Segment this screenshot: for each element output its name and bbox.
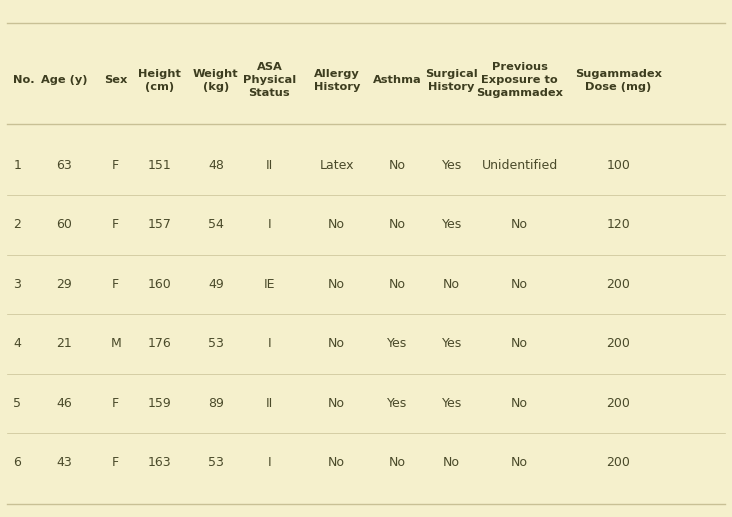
Text: Height
(cm): Height (cm): [138, 69, 181, 92]
Text: Yes: Yes: [441, 159, 462, 172]
Text: 4: 4: [13, 337, 21, 351]
Text: Surgical
History: Surgical History: [425, 69, 478, 92]
Text: No: No: [389, 218, 406, 232]
Text: II: II: [266, 159, 273, 172]
Text: F: F: [112, 278, 119, 291]
Text: Previous
Exposure to
Sugammadex: Previous Exposure to Sugammadex: [477, 63, 563, 98]
Text: 100: 100: [607, 159, 630, 172]
Text: 2: 2: [13, 218, 21, 232]
Text: F: F: [112, 218, 119, 232]
Text: 160: 160: [148, 278, 171, 291]
Text: II: II: [266, 397, 273, 410]
Text: No: No: [389, 159, 406, 172]
Text: 63: 63: [56, 159, 72, 172]
Text: 163: 163: [148, 456, 171, 469]
Text: Age (y): Age (y): [41, 75, 88, 85]
Text: 200: 200: [607, 456, 630, 469]
Text: 89: 89: [208, 397, 224, 410]
Text: No: No: [511, 337, 529, 351]
Text: ASA
Physical
Status: ASA Physical Status: [243, 63, 296, 98]
Text: 49: 49: [208, 278, 224, 291]
Text: 200: 200: [607, 337, 630, 351]
Text: 200: 200: [607, 278, 630, 291]
Text: No: No: [389, 456, 406, 469]
Text: Allergy
History: Allergy History: [313, 69, 360, 92]
Text: No: No: [443, 278, 460, 291]
Text: 43: 43: [56, 456, 72, 469]
Text: No: No: [443, 456, 460, 469]
Text: Latex: Latex: [319, 159, 354, 172]
Text: No: No: [389, 278, 406, 291]
Text: Yes: Yes: [441, 337, 462, 351]
Text: IE: IE: [264, 278, 275, 291]
Text: Yes: Yes: [441, 397, 462, 410]
Text: 48: 48: [208, 159, 224, 172]
Text: 29: 29: [56, 278, 72, 291]
Text: No: No: [328, 397, 346, 410]
Text: I: I: [268, 337, 271, 351]
Text: F: F: [112, 456, 119, 469]
Text: 53: 53: [208, 337, 224, 351]
Text: No: No: [511, 456, 529, 469]
Text: 157: 157: [148, 218, 171, 232]
Text: 46: 46: [56, 397, 72, 410]
Text: 3: 3: [13, 278, 21, 291]
Text: Asthma: Asthma: [373, 75, 422, 85]
Text: No: No: [328, 218, 346, 232]
Text: No: No: [328, 456, 346, 469]
Text: No: No: [511, 397, 529, 410]
Text: F: F: [112, 159, 119, 172]
Text: 21: 21: [56, 337, 72, 351]
Text: 159: 159: [148, 397, 171, 410]
Text: I: I: [268, 456, 271, 469]
Text: 151: 151: [148, 159, 171, 172]
Text: Yes: Yes: [387, 337, 408, 351]
Text: No: No: [511, 218, 529, 232]
Text: No: No: [328, 278, 346, 291]
Text: No.: No.: [13, 75, 35, 85]
Text: 1: 1: [13, 159, 21, 172]
Text: 60: 60: [56, 218, 72, 232]
Text: M: M: [111, 337, 121, 351]
Text: 53: 53: [208, 456, 224, 469]
Text: 5: 5: [13, 397, 21, 410]
Text: 120: 120: [607, 218, 630, 232]
Text: F: F: [112, 397, 119, 410]
Text: Sugammadex
Dose (mg): Sugammadex Dose (mg): [575, 69, 662, 92]
Text: Unidentified: Unidentified: [482, 159, 558, 172]
Text: No: No: [511, 278, 529, 291]
Text: Weight
(kg): Weight (kg): [193, 69, 239, 92]
Text: 200: 200: [607, 397, 630, 410]
Text: No: No: [328, 337, 346, 351]
Text: 54: 54: [208, 218, 224, 232]
Text: Yes: Yes: [441, 218, 462, 232]
Text: 176: 176: [148, 337, 171, 351]
Text: 6: 6: [13, 456, 21, 469]
Text: I: I: [268, 218, 271, 232]
Text: Yes: Yes: [387, 397, 408, 410]
Text: Sex: Sex: [104, 75, 127, 85]
